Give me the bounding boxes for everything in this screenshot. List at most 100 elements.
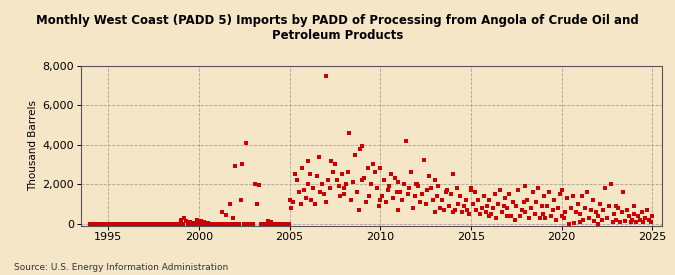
Point: [324, 186, 335, 190]
Point: [292, 178, 302, 182]
Point: [578, 218, 589, 222]
Point: [373, 204, 384, 208]
Point: [424, 174, 435, 178]
Point: [451, 186, 462, 190]
Point: [404, 186, 414, 190]
Point: [310, 202, 321, 206]
Point: [235, 198, 246, 202]
Point: [113, 221, 124, 226]
Point: [302, 182, 313, 186]
Point: [94, 221, 105, 226]
Point: [543, 190, 554, 194]
Point: [616, 210, 627, 214]
Point: [84, 221, 95, 226]
Point: [110, 221, 121, 226]
Point: [282, 221, 293, 226]
Point: [431, 194, 442, 198]
Point: [108, 221, 119, 226]
Point: [105, 221, 115, 226]
Point: [448, 210, 458, 214]
Point: [489, 192, 500, 196]
Point: [228, 215, 239, 220]
Point: [130, 221, 141, 226]
Point: [380, 200, 391, 204]
Point: [132, 221, 142, 226]
Point: [500, 196, 511, 200]
Point: [537, 204, 547, 208]
Point: [215, 221, 226, 226]
Point: [638, 219, 649, 224]
Point: [161, 221, 171, 226]
Point: [382, 188, 393, 192]
Point: [600, 186, 611, 190]
Point: [603, 204, 614, 208]
Point: [112, 221, 123, 226]
Point: [384, 184, 395, 188]
Point: [589, 218, 600, 223]
Point: [339, 192, 350, 196]
Point: [613, 206, 624, 210]
Point: [205, 221, 215, 226]
Point: [576, 194, 587, 198]
Point: [244, 221, 255, 226]
Point: [498, 204, 509, 208]
Point: [409, 194, 420, 198]
Point: [398, 182, 409, 186]
Point: [194, 221, 205, 226]
Point: [647, 213, 657, 218]
Point: [234, 221, 244, 226]
Point: [607, 219, 618, 224]
Point: [411, 182, 422, 186]
Point: [328, 170, 339, 175]
Point: [141, 221, 152, 226]
Point: [321, 200, 331, 204]
Point: [117, 221, 128, 226]
Point: [342, 170, 353, 175]
Point: [433, 184, 443, 188]
Point: [219, 221, 230, 226]
Point: [522, 198, 533, 202]
Point: [326, 158, 337, 163]
Point: [146, 221, 157, 226]
Point: [317, 182, 327, 186]
Point: [504, 192, 514, 196]
Point: [618, 190, 629, 194]
Point: [142, 221, 153, 226]
Point: [426, 186, 437, 190]
Point: [493, 202, 504, 206]
Point: [186, 221, 197, 226]
Point: [387, 196, 398, 200]
Point: [311, 174, 322, 178]
Point: [535, 215, 545, 220]
Point: [163, 221, 173, 226]
Point: [574, 219, 585, 224]
Point: [475, 211, 485, 216]
Point: [230, 221, 240, 226]
Point: [150, 221, 161, 226]
Point: [362, 166, 373, 170]
Point: [304, 172, 315, 177]
Point: [508, 200, 518, 204]
Point: [520, 210, 531, 214]
Point: [223, 221, 234, 226]
Point: [355, 147, 366, 151]
Point: [538, 194, 549, 198]
Point: [514, 213, 525, 218]
Point: [90, 221, 101, 226]
Point: [226, 221, 237, 226]
Point: [574, 211, 585, 216]
Point: [397, 198, 408, 202]
Point: [611, 204, 622, 208]
Point: [601, 215, 612, 220]
Point: [429, 178, 440, 182]
Point: [159, 221, 170, 226]
Point: [157, 221, 168, 226]
Point: [279, 221, 290, 226]
Point: [217, 210, 228, 214]
Point: [331, 178, 342, 182]
Point: [375, 198, 385, 202]
Point: [389, 176, 400, 180]
Point: [497, 210, 508, 214]
Point: [479, 194, 489, 198]
Point: [239, 221, 250, 226]
